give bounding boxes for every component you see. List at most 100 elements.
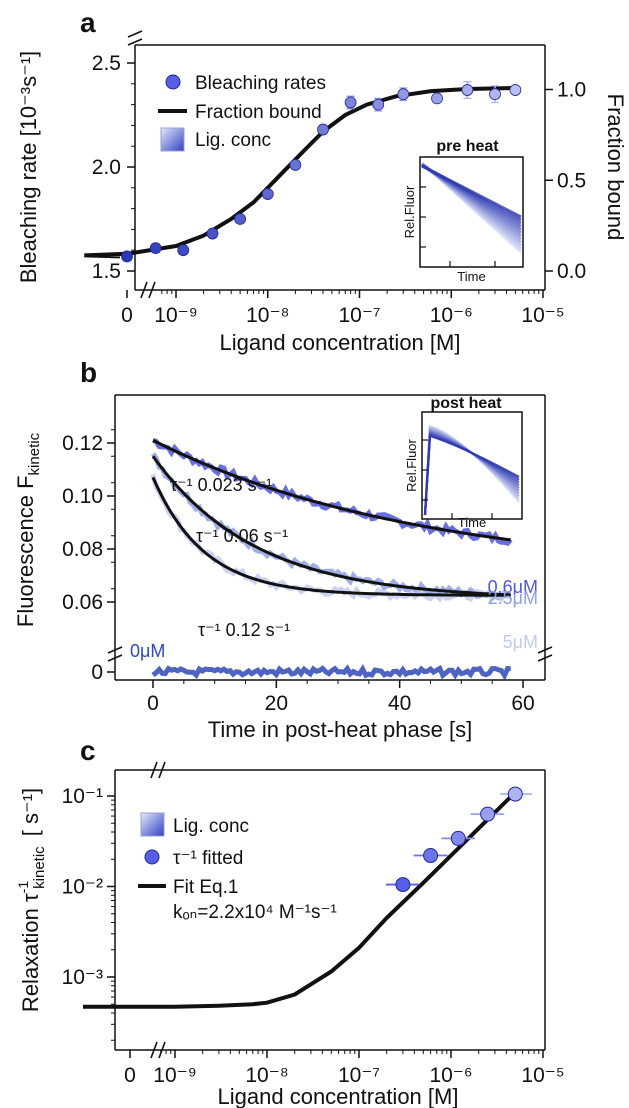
x-axis-break-top [150, 761, 166, 779]
y-tick-label: 0.12 [62, 432, 103, 455]
bleaching-rate-point [397, 88, 410, 101]
legend-kon-note: kₒₙ=2.2x10⁴ M⁻¹s⁻¹ [173, 902, 337, 923]
panel-label-a: a [80, 7, 96, 38]
break-stroke [158, 1041, 166, 1059]
series-label-0uM: 0μM [130, 641, 165, 661]
y-axis-label-unit: [ s⁻¹] [18, 788, 43, 842]
x-tick-label: 10⁻⁵ [521, 304, 564, 327]
y-axis-break-right [537, 646, 553, 662]
rate-annotation-0.06: τ⁻¹ 0.06 s⁻¹ [196, 526, 288, 546]
x-tick-label: 40 [388, 692, 411, 715]
panel-label-c: c [80, 735, 96, 766]
x-tick-label: 10⁻⁷ [338, 304, 380, 327]
bleaching-rate-point [489, 88, 501, 101]
legend-label-tau: τ⁻¹ fitted [173, 848, 243, 869]
legend-label-lig: Lig. conc [173, 816, 249, 837]
x-tick-label: 10⁻⁵ [521, 1064, 564, 1087]
tau-fitted-point [395, 877, 411, 893]
y-tick-label: 10⁻¹ [62, 785, 103, 808]
fit-eq1-line [83, 790, 517, 1009]
bleaching-rate-point [234, 213, 247, 225]
legend-label-lig: Lig. conc [195, 130, 271, 151]
series-label-2.5uM: 2.5μM [488, 588, 538, 608]
y-tick-label: 10⁻³ [62, 966, 103, 989]
bleaching-rate-point [261, 188, 274, 200]
y-tick-label: 0 [91, 661, 103, 684]
y-axis-label-sub: kinetic [26, 432, 43, 475]
break-stroke [158, 761, 166, 779]
inset-title: pre heat [436, 138, 499, 155]
legend-label-fit: Fit Eq.1 [173, 877, 238, 898]
rate-annotation-0.023: τ⁻¹ 0.023 s⁻¹ [170, 475, 272, 495]
tau-fitted-point [450, 830, 466, 846]
bleaching-rate-point [344, 96, 357, 109]
bleaching-rate-point [206, 227, 219, 240]
break-stroke [148, 281, 156, 299]
bleaching-rate-point [431, 92, 443, 105]
x-axis-label: Ligand concentration [M] [220, 330, 461, 355]
y2-tick-label: 0.5 [557, 169, 586, 192]
rate-annotation-0.12: τ⁻¹ 0.12 s⁻¹ [198, 620, 290, 640]
y-tick-label: 2.5 [92, 52, 121, 75]
legend-label-bleaching: Bleaching rates [195, 73, 326, 94]
y-tick-label: 10⁻² [62, 876, 103, 899]
x-tick-label: 0 [147, 692, 159, 715]
y-tick-label: 0.06 [62, 591, 103, 614]
series-label-5uM: 5μM [503, 632, 538, 652]
break-stroke [127, 30, 143, 38]
bleaching-rate-point [317, 123, 329, 136]
fit-curve-0 [152, 439, 511, 542]
panel-b: b 0.06 0.08 0.10 0.12 0 0 20 40 60 Time in post-he… [13, 357, 553, 742]
x-tick-label: 10⁻⁸ [246, 304, 289, 327]
inset-title: post heat [430, 395, 502, 412]
inset-xlabel: Time [458, 515, 486, 530]
legend-marker-tau [144, 849, 160, 865]
tau-fitted-point [480, 806, 496, 822]
legend-swatch-lig [160, 127, 185, 152]
panel-a: a 1.5 2.0 2.5 0.0 0.5 1.0 0 10⁻⁹ 10⁻⁸ 10⁻⁷ 10⁻⁶ 10⁻⁵… [16, 7, 628, 355]
y-tick-label: 2.0 [92, 156, 121, 179]
tau-fitted-point [507, 786, 523, 802]
x-tick-label: 10⁻⁸ [245, 1064, 288, 1087]
x-axis-label: Time in post-heat phase [s] [208, 717, 473, 742]
inset-trace [421, 164, 522, 219]
x-tick-label: 10⁻⁶ [429, 1064, 472, 1087]
y2-axis-label: Fraction bound [603, 94, 628, 241]
y-tick-label: 0.08 [62, 538, 103, 561]
y-axis-label: Bleaching rate [10⁻³s⁻¹] [16, 51, 41, 283]
inset-ylabel: Rel.Fluor [402, 185, 417, 238]
y2-tick-label: 0.0 [557, 260, 586, 283]
inset-ylabel: Rel.Fluor [404, 438, 419, 491]
break-stroke [127, 38, 143, 46]
bleaching-rate-point [509, 84, 522, 96]
bleaching-rate-point [121, 250, 133, 263]
inset-post-heat: post heat Time Rel.Fluor [404, 395, 523, 530]
legend-swatch-lig [140, 812, 165, 837]
bleaching-rate-point [289, 159, 302, 171]
x-tick-label: 60 [511, 692, 534, 715]
x-tick-label: 10⁻⁹ [154, 304, 197, 327]
y-axis-label-sup: -1 [15, 881, 31, 894]
y-tick-label: 1.5 [92, 260, 121, 283]
inset-xlabel: Time [457, 269, 485, 284]
bleaching-rate-point [461, 84, 474, 96]
break-stroke [537, 646, 553, 654]
y-axis-label: Relaxation τ-1kinetic [ s⁻¹] [15, 788, 48, 1012]
inset-pre-heat: pre heat Time Rel.Fluor [402, 138, 524, 284]
y-axis-label-sub: kinetic [31, 846, 48, 889]
break-stroke [140, 281, 148, 299]
y-axis-break [127, 30, 143, 46]
trace-3 [151, 664, 511, 681]
break-stroke [107, 646, 123, 654]
x-tick-label: 10⁻⁹ [153, 1064, 196, 1087]
y2-tick-label: 1.0 [557, 79, 586, 102]
legend-marker-bleaching [165, 74, 181, 90]
x-tick-label: 0 [124, 1064, 136, 1087]
fit-curve-2 [151, 476, 511, 597]
x-tick-label: 10⁻⁶ [430, 304, 473, 327]
x-axis-break [150, 1041, 166, 1059]
y-axis-break [107, 646, 123, 662]
panel-label-b: b [80, 357, 97, 388]
y-tick-label: 0.10 [62, 485, 103, 508]
